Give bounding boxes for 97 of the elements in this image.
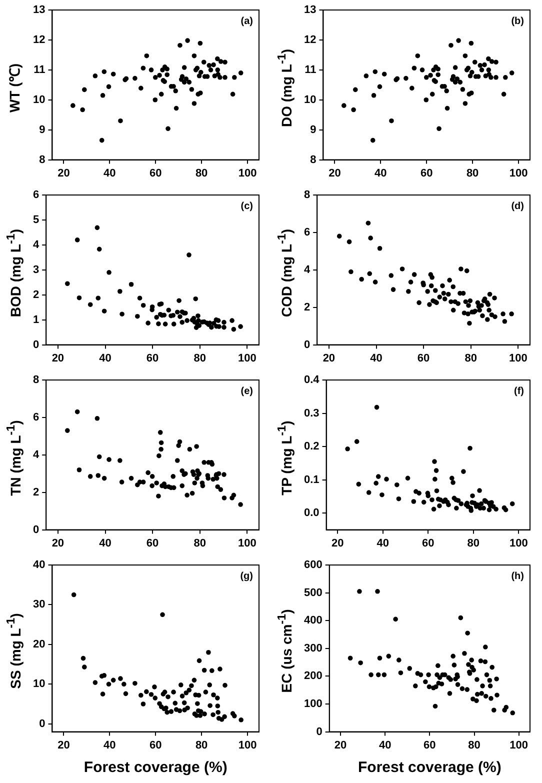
y-tick-label: 10 <box>304 94 316 106</box>
y-tick-label: 9 <box>39 124 46 136</box>
x-tick-label: 100 <box>238 739 257 752</box>
x-tick-label: 100 <box>238 352 256 364</box>
y-tick-label: 0 <box>304 338 310 351</box>
x-tick-label: 60 <box>146 352 159 364</box>
x-tick-label: 40 <box>370 352 382 364</box>
annotation: (g) <box>240 570 253 582</box>
x-tick-label: 80 <box>195 739 208 752</box>
y-tick-label: 2 <box>32 288 40 301</box>
x-tick-label: 100 <box>509 167 528 180</box>
y-tick-label: 8 <box>310 154 316 166</box>
x-tick-label: 60 <box>146 537 159 550</box>
annotation: (b) <box>511 16 524 27</box>
y-tick-label: 2 <box>32 486 40 498</box>
x-tick-label: 80 <box>468 739 480 752</box>
y-tick-label: 0.0 <box>304 507 320 520</box>
y-tick-label: 0 <box>32 524 40 536</box>
annotation: (d) <box>511 200 524 212</box>
annotation: (e) <box>240 386 253 397</box>
x-tick-label: 60 <box>417 352 430 364</box>
y-tick-label: 4 <box>32 238 40 251</box>
x-axis-title: Forest coverage (%) <box>84 759 228 776</box>
x-tick-label: 100 <box>510 537 528 550</box>
y-tick-label: 20 <box>32 638 46 650</box>
x-tick-label: 40 <box>374 167 387 180</box>
y-tick-label: 4 <box>32 448 40 461</box>
x-tick-label: 60 <box>424 739 436 752</box>
x-tick-label: 40 <box>378 739 392 752</box>
x-tick-label: 40 <box>376 537 389 550</box>
y-tick-label: 13 <box>304 4 316 16</box>
y-tick-label: 0 <box>32 338 40 351</box>
x-tick-label: 60 <box>420 167 433 180</box>
annotation: (h) <box>511 570 524 582</box>
x-tick-label: 20 <box>52 537 64 550</box>
y-tick-label: 2 <box>304 301 310 314</box>
y-tick-label: 0.4 <box>304 374 320 386</box>
y-tick-label: 300 <box>304 642 322 654</box>
x-tick-label: 80 <box>467 537 480 550</box>
y-tick-label: 200 <box>304 670 322 682</box>
y-tick-label: 100 <box>304 698 322 710</box>
y-tick-label: 10 <box>32 94 46 106</box>
y-tick-label: 40 <box>32 559 46 572</box>
y-tick-label: 0.2 <box>304 440 320 453</box>
x-tick-label: 20 <box>58 739 70 752</box>
y-tick-label: 0.3 <box>304 407 320 420</box>
x-tick-label: 20 <box>331 537 344 550</box>
y-tick-label: 0 <box>39 718 46 730</box>
y-tick-label: 6 <box>32 411 40 424</box>
x-tick-label: 80 <box>195 167 208 180</box>
x-axis-title: Forest coverage (%) <box>358 759 502 776</box>
x-tick-label: 20 <box>328 167 341 180</box>
x-tick-label: 100 <box>238 537 256 550</box>
y-tick-label: 6 <box>32 189 40 202</box>
y-tick-label: 3 <box>32 264 40 276</box>
x-tick-label: 40 <box>104 739 116 752</box>
x-tick-label: 60 <box>149 739 162 752</box>
x-tick-label: 40 <box>104 167 116 180</box>
x-tick-label: 100 <box>510 739 528 752</box>
y-tick-label: 12 <box>32 34 46 46</box>
x-tick-label: 20 <box>322 352 336 364</box>
y-tick-label: 500 <box>304 586 322 599</box>
x-tick-label: 100 <box>508 352 528 364</box>
x-tick-label: 80 <box>466 167 479 180</box>
y-axis-title: WT (℃) <box>6 63 24 112</box>
x-tick-label: 20 <box>334 739 347 752</box>
annotation: (f) <box>514 386 524 397</box>
y-tick-label: 11 <box>304 64 316 76</box>
annotation: (c) <box>240 200 253 212</box>
x-tick-label: 80 <box>464 352 477 364</box>
x-tick-label: 40 <box>99 352 112 364</box>
y-tick-label: 600 <box>304 559 322 572</box>
x-tick-label: 20 <box>58 167 70 180</box>
y-tick-label: 10 <box>32 678 46 690</box>
y-tick-label: 30 <box>32 598 46 611</box>
y-tick-label: 4 <box>304 264 311 276</box>
y-tick-label: 9 <box>310 124 316 136</box>
y-tick-label: 12 <box>304 34 316 46</box>
y-tick-label: 8 <box>39 154 46 166</box>
y-tick-label: 0 <box>316 726 322 738</box>
y-tick-label: 13 <box>32 4 46 16</box>
y-tick-label: 8 <box>304 189 310 202</box>
annotation: (a) <box>240 16 253 27</box>
y-tick-label: 8 <box>32 374 40 386</box>
x-tick-label: 60 <box>422 537 434 550</box>
y-tick-label: 11 <box>34 64 46 76</box>
x-tick-label: 80 <box>194 352 206 364</box>
y-tick-label: 5 <box>32 214 40 226</box>
x-tick-label: 40 <box>99 537 112 550</box>
x-tick-label: 100 <box>238 167 257 180</box>
x-tick-label: 60 <box>149 167 162 180</box>
y-tick-label: 400 <box>304 614 322 627</box>
y-tick-label: 0.1 <box>304 474 320 486</box>
y-tick-label: 6 <box>304 226 310 238</box>
y-tick-label: 1 <box>32 314 40 326</box>
x-tick-label: 20 <box>52 352 64 364</box>
x-tick-label: 80 <box>194 537 206 550</box>
